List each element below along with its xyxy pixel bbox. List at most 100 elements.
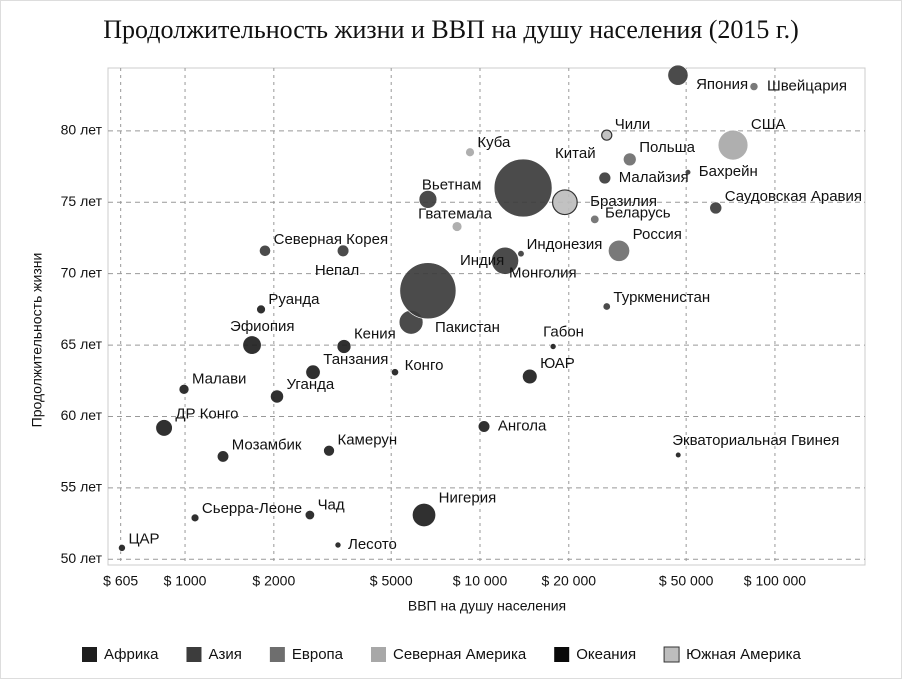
point-label: Кения (354, 326, 396, 343)
bubble (684, 169, 692, 176)
plot-area (107, 67, 866, 566)
bubble (412, 503, 436, 527)
legend-label: Европа (292, 646, 344, 663)
x-tick-label: $ 100 000 (744, 573, 806, 589)
y-axis-label: Продолжительность жизни (29, 253, 45, 428)
point-label: Танзания (323, 351, 388, 368)
point-label: Монголия (509, 265, 577, 282)
chart-title: Продолжительность жизни и ВВП на душу на… (103, 15, 799, 44)
point-label: Индия (460, 252, 504, 269)
point-label: ДР Конго (175, 406, 238, 423)
point-label: Куба (477, 134, 511, 151)
point-label: Габон (543, 323, 584, 340)
bubble (155, 419, 173, 437)
bubble (465, 147, 475, 157)
bubble (391, 368, 399, 377)
bubble (242, 335, 262, 355)
point-label: США (751, 116, 786, 133)
point-label: Лесото (348, 536, 397, 553)
point-label: Индонезия (527, 236, 603, 253)
y-tick-label: 80 лет (61, 122, 103, 138)
x-tick-label: $ 20 000 (542, 573, 597, 589)
bubble (216, 450, 230, 463)
point-label: Беларусь (605, 204, 671, 221)
bubble (399, 262, 457, 320)
point-label: Бразилия (590, 193, 657, 210)
legend-swatch (663, 646, 680, 663)
bubble (491, 246, 519, 275)
point-label: Уганда (287, 376, 335, 393)
bubble (270, 389, 284, 404)
legend-swatch (186, 647, 202, 662)
legend-swatch (554, 647, 570, 662)
bubble (323, 444, 335, 457)
point-label: Япония (696, 76, 748, 93)
x-axis-label: ВВП на душу населения (408, 598, 566, 614)
point-label: Россия (633, 226, 682, 243)
y-tick-label: 75 лет (61, 193, 103, 209)
point-label: Вьетнам (422, 176, 481, 193)
point-label: Экваториальная Гвинея (672, 432, 839, 449)
x-tick-label: $ 2000 (252, 573, 295, 589)
bubble (259, 244, 271, 257)
bubble (190, 513, 200, 523)
bubble (598, 171, 612, 185)
point-label: Непал (315, 262, 359, 279)
x-tick-label: $ 5000 (370, 573, 413, 589)
bubble (493, 158, 553, 218)
bubble (709, 201, 723, 215)
point-label: Эфиопия (230, 318, 294, 335)
x-tick-label: $ 50 000 (659, 573, 714, 589)
x-tick-label: $ 10 000 (453, 573, 508, 589)
bubble (256, 304, 266, 315)
bubble (551, 189, 578, 216)
point-label: Бахрейн (699, 163, 758, 180)
bubble (623, 152, 637, 167)
legend-label: Океания (576, 646, 636, 663)
point-label: Швейцария (767, 78, 847, 95)
point-label: Северная Корея (274, 231, 388, 248)
point-label: Нигерия (439, 489, 497, 506)
bubble (590, 214, 600, 224)
bubble (522, 368, 538, 385)
point-label: Ангола (498, 417, 547, 434)
bubble (336, 339, 352, 354)
bubble (549, 343, 557, 350)
bubble (675, 451, 682, 459)
bubble (304, 510, 315, 521)
bubble (667, 64, 689, 86)
y-tick-label: 65 лет (61, 336, 103, 352)
legend-swatch (82, 647, 97, 662)
point-label: Мозамбик (232, 437, 302, 454)
y-tick-label: 60 лет (61, 407, 103, 423)
y-tick-label: 55 лет (61, 479, 103, 495)
bubble (336, 244, 350, 257)
legend-label: Азия (208, 646, 241, 663)
bubble (601, 129, 613, 141)
bubble (178, 384, 190, 395)
legend-swatch (269, 647, 285, 662)
point-label: Руанда (268, 291, 320, 308)
legend-label: Африка (104, 646, 159, 663)
point-label: Пакистан (435, 319, 500, 336)
point-label: Малави (192, 370, 246, 387)
point-label: Малайзия (619, 169, 689, 186)
point-label: Гватемала (418, 205, 493, 222)
legend-label: Южная Америка (686, 646, 801, 663)
bubble (418, 190, 438, 209)
point-label: Чили (615, 116, 651, 133)
point-label: Сьерра-Леоне (202, 500, 302, 517)
y-tick-label: 70 лет (61, 264, 103, 280)
bubbles (118, 64, 759, 552)
bubble (608, 239, 630, 262)
point-label: Саудовская Аравия (725, 188, 862, 205)
bubble (305, 364, 321, 380)
point-label: Польша (639, 139, 695, 156)
y-tick-label: 50 лет (61, 550, 103, 566)
x-tick-label: $ 605 (103, 573, 138, 589)
point-label: Китай (555, 145, 596, 162)
bubble (118, 544, 126, 552)
point-label: Туркменистан (613, 289, 710, 306)
point-label: Камерун (337, 431, 397, 448)
